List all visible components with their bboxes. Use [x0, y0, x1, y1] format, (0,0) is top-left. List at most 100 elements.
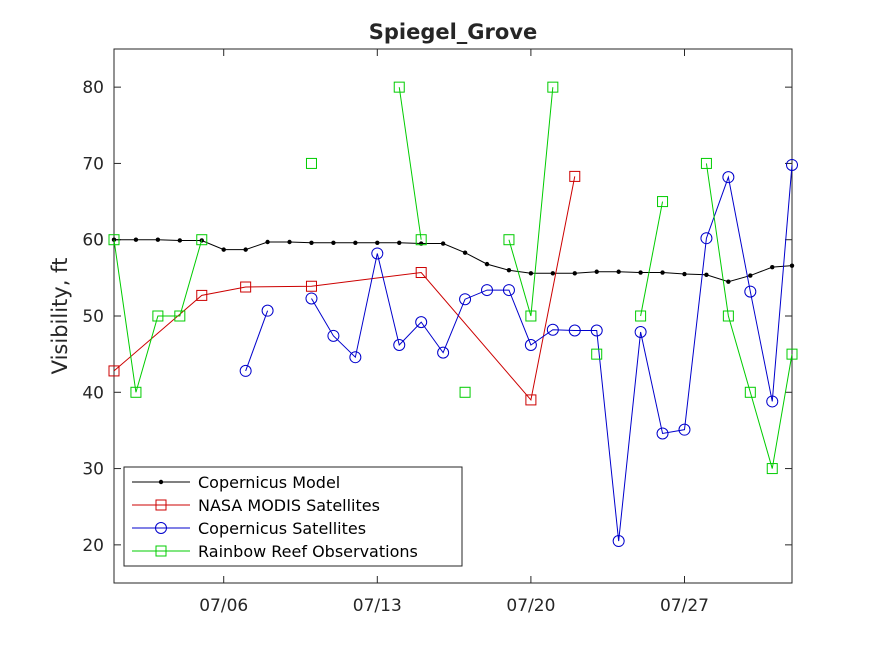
series-line	[311, 164, 793, 542]
data-point	[726, 279, 731, 284]
legend-item: Copernicus Model	[132, 473, 340, 492]
data-point	[152, 310, 164, 322]
data-point	[415, 267, 427, 279]
data-point	[722, 310, 734, 322]
data-point	[196, 289, 208, 301]
data-point	[287, 239, 292, 245]
data-point	[265, 239, 270, 245]
data-point	[612, 535, 625, 548]
data-point	[503, 234, 515, 246]
data-point	[722, 171, 735, 184]
data-point	[261, 304, 274, 317]
data-point	[502, 284, 515, 297]
y-tick-label: 30	[82, 460, 104, 480]
data-point	[550, 271, 556, 276]
series-line	[705, 163, 793, 469]
legend-label: Copernicus Model	[198, 473, 340, 492]
data-point	[462, 250, 468, 255]
data-point	[459, 293, 472, 306]
data-point	[682, 271, 687, 277]
data-point	[331, 240, 336, 245]
data-point	[786, 158, 798, 171]
legend-item: Rainbow Reef Observations	[132, 542, 418, 561]
data-point	[481, 284, 494, 297]
legend-label: Copernicus Satellites	[198, 519, 366, 538]
legend-box	[123, 466, 463, 567]
data-point	[525, 310, 537, 322]
data-point	[130, 386, 142, 398]
x-tick-label: 07/27	[660, 596, 709, 616]
data-point	[397, 240, 402, 245]
data-point	[748, 273, 753, 278]
data-point	[349, 351, 362, 364]
data-point	[591, 348, 603, 360]
data-point	[415, 234, 427, 246]
data-point	[700, 157, 712, 169]
data-point	[506, 268, 512, 273]
data-point	[155, 237, 161, 242]
data-point	[572, 271, 577, 276]
legend-marker	[155, 499, 167, 511]
data-point	[440, 241, 446, 246]
legend-item: Copernicus Satellites	[132, 519, 366, 538]
axis-ticks: 20 30 40 50 60 70 80 07/06 07/13 07/20 07/27	[82, 49, 792, 616]
legend: Copernicus Model NASA MODIS Satellites Cop…	[123, 466, 463, 567]
legend-marker	[155, 522, 167, 534]
data-point	[459, 386, 471, 398]
data-point	[638, 270, 643, 275]
data-point	[766, 395, 779, 408]
y-tick-label: 50	[82, 307, 104, 327]
data-point	[786, 348, 798, 360]
data-point	[375, 240, 380, 245]
data-point	[393, 81, 405, 93]
data-point	[243, 247, 248, 252]
data-point	[616, 269, 621, 274]
data-point	[594, 269, 599, 274]
series-layer	[108, 81, 798, 548]
y-tick-label: 70	[82, 154, 104, 174]
series-copernicus-model	[111, 237, 795, 284]
x-tick-label: 07/13	[353, 596, 402, 616]
data-point	[744, 386, 756, 398]
data-point	[239, 364, 252, 377]
legend-item: NASA MODIS Satellites	[132, 496, 380, 515]
data-point	[528, 271, 534, 276]
data-point	[524, 338, 537, 351]
data-point	[371, 247, 384, 260]
data-point	[766, 463, 778, 475]
data-point	[305, 292, 318, 305]
data-point	[634, 326, 647, 339]
series-line	[113, 176, 576, 402]
series-rainbow-reef-observations	[108, 81, 798, 475]
series-line	[245, 310, 269, 372]
data-point	[525, 394, 537, 406]
data-point	[108, 365, 120, 377]
data-point	[484, 261, 490, 267]
data-point	[437, 346, 450, 359]
data-point	[415, 316, 428, 329]
legend-label: Rainbow Reef Observations	[198, 542, 418, 561]
data-point	[108, 234, 120, 246]
data-point	[744, 285, 757, 298]
data-point	[305, 157, 317, 169]
data-point	[177, 238, 183, 243]
data-point	[569, 170, 581, 182]
series-line	[114, 239, 793, 283]
series-line	[398, 87, 422, 240]
data-point	[700, 232, 713, 245]
data-point	[327, 329, 340, 342]
y-tick-label: 40	[82, 383, 104, 403]
y-tick-label: 60	[82, 231, 104, 251]
legend-marker	[155, 545, 167, 557]
x-tick-label: 07/20	[506, 596, 555, 616]
data-point	[660, 270, 665, 275]
data-point	[393, 338, 406, 351]
series-copernicus-satellites	[239, 158, 798, 548]
data-point	[196, 234, 208, 246]
data-point	[546, 323, 559, 336]
data-point	[704, 272, 709, 278]
data-point	[656, 427, 669, 440]
y-tick-label: 80	[82, 78, 104, 98]
